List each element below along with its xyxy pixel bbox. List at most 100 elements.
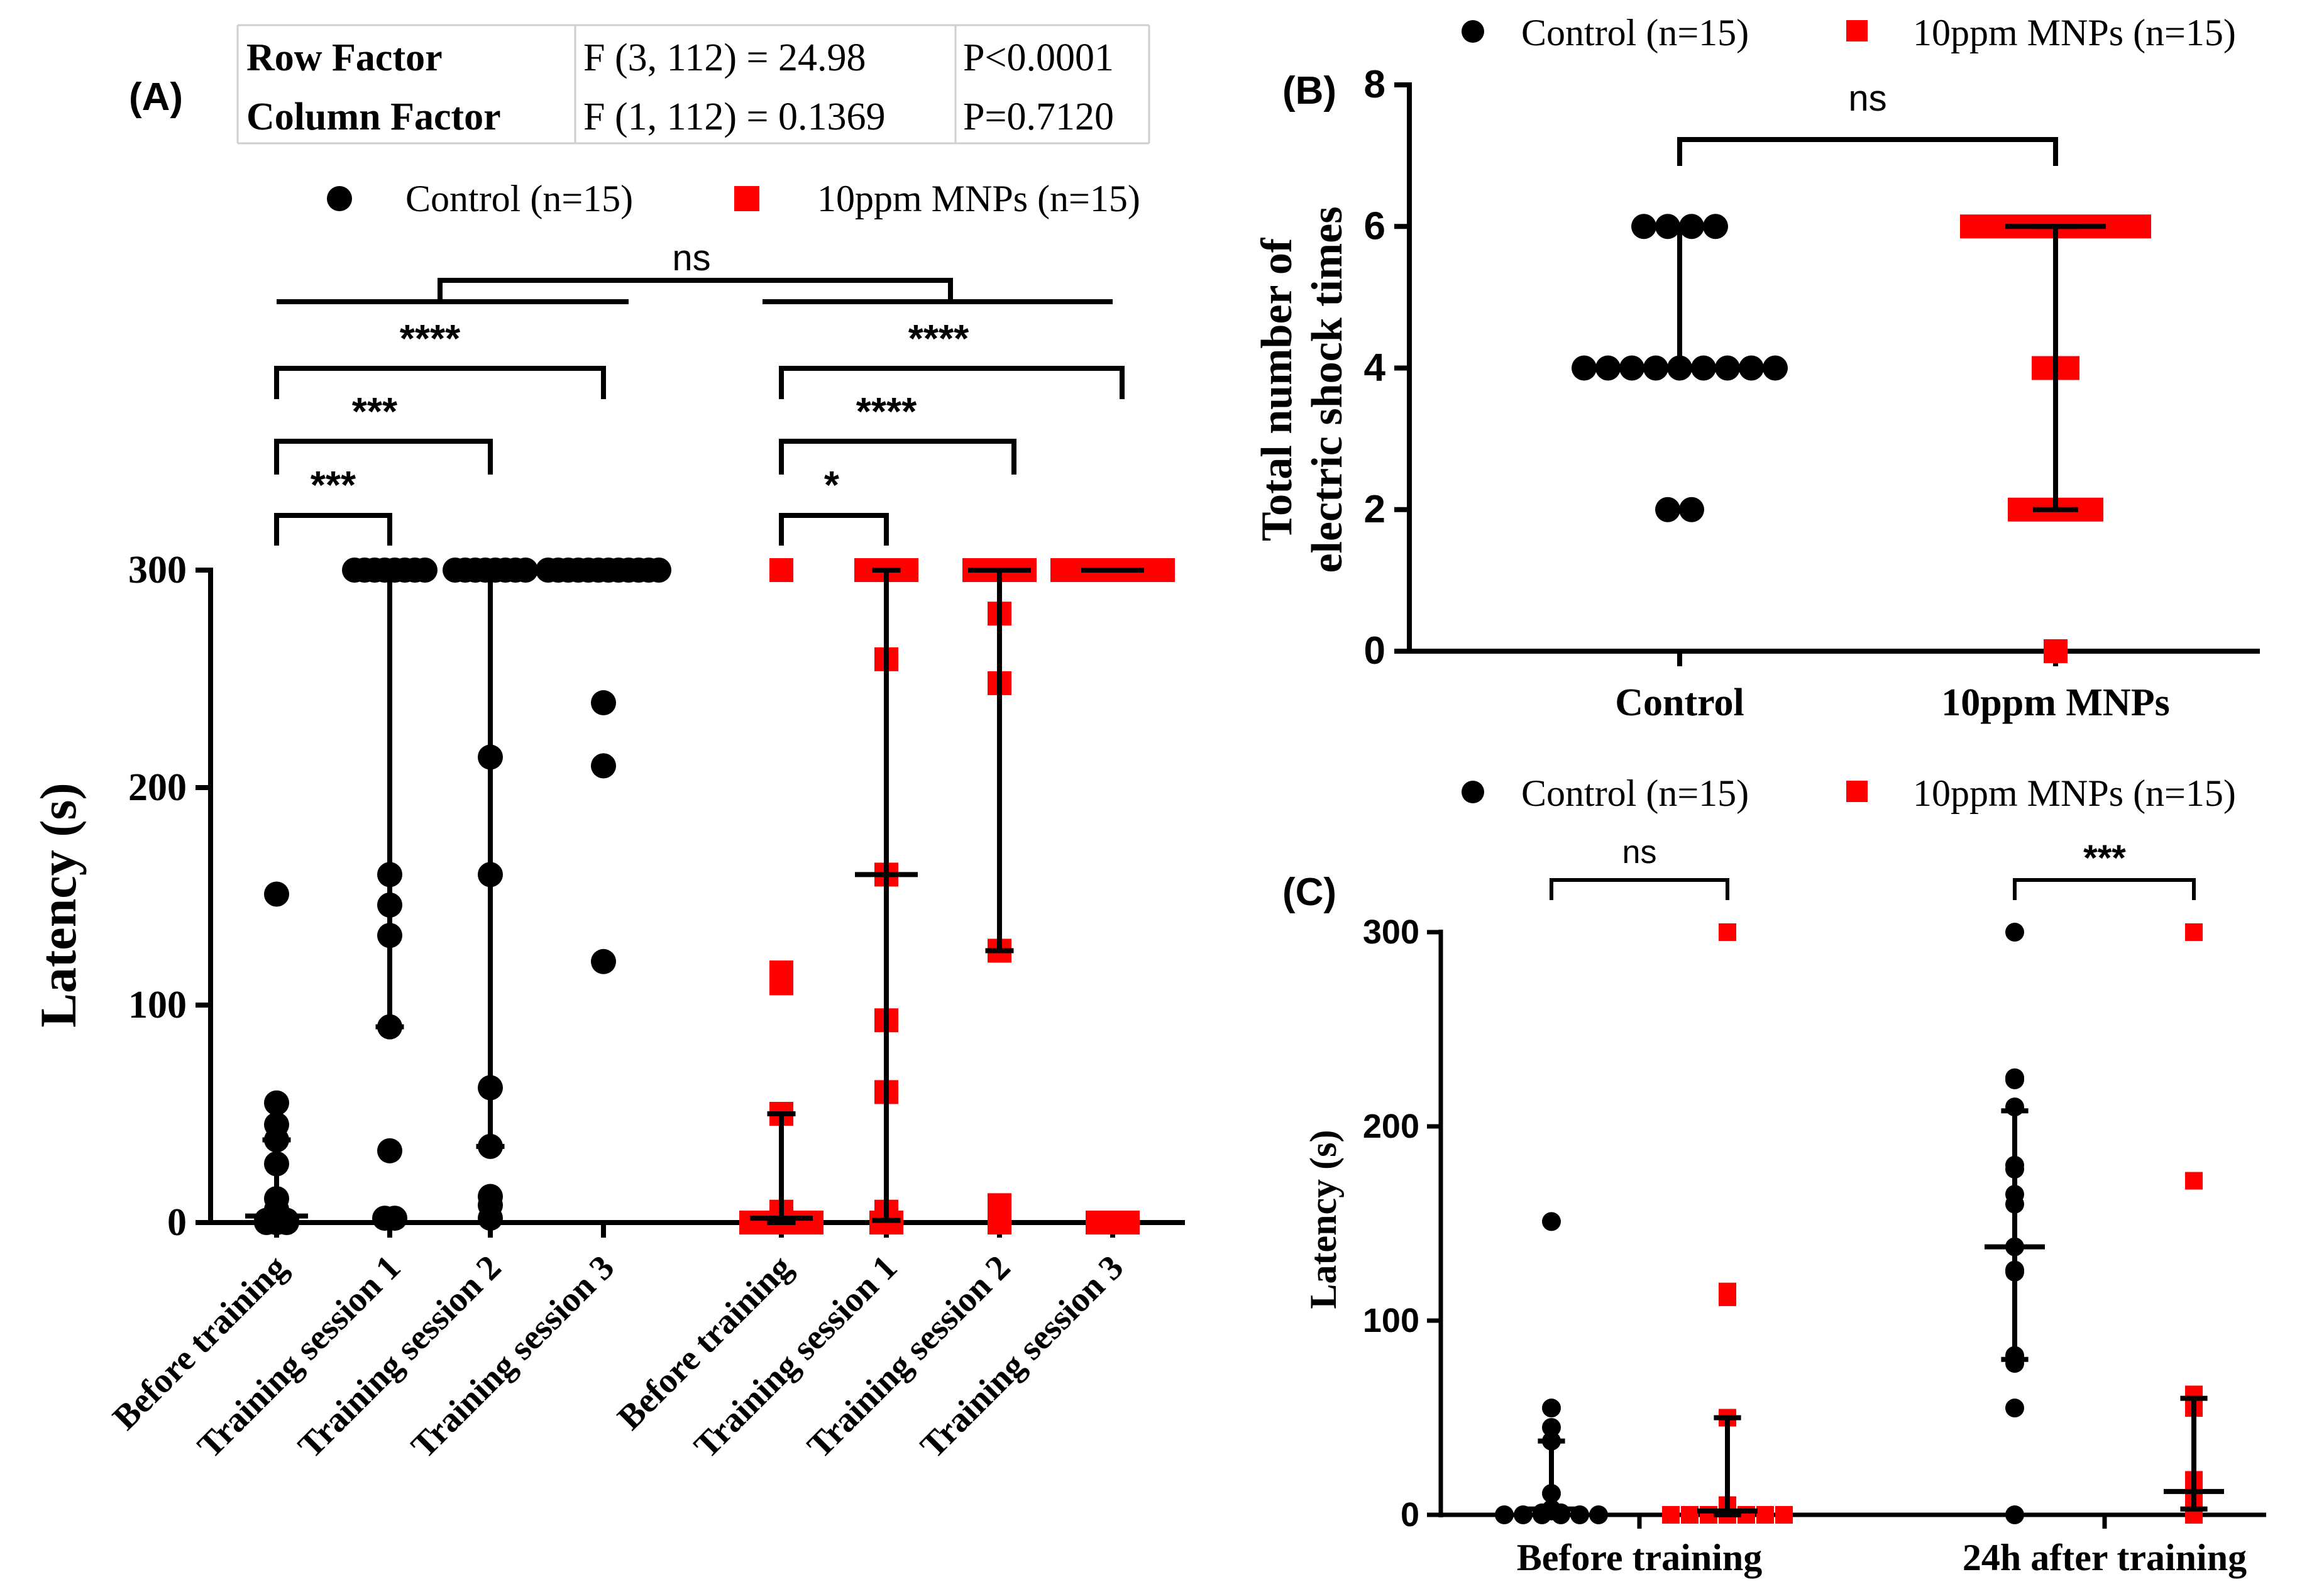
y-tick-label: 2 [1364, 488, 1385, 531]
bracket-label: ns [1848, 78, 1886, 119]
y-tick-label: 300 [128, 549, 187, 591]
panel-a-brackets [274, 278, 1125, 546]
data-point [1542, 1399, 1561, 1418]
y-tick-label: 200 [1363, 1108, 1419, 1145]
panel-c: (C) Control (n=15) 10ppm MNPs (n=15) ns … [1282, 773, 2266, 1578]
stats-table: Row Factor F (3, 112) = 24.98 P<0.0001 C… [236, 24, 1150, 145]
y-axis-title: Latency (s) [30, 783, 87, 1027]
data-point [1739, 355, 1764, 381]
legend-mnp-marker [734, 186, 759, 211]
stats-row-p: P=0.7120 [963, 96, 1114, 138]
x-tick-label: 24h after training [1963, 1537, 2247, 1578]
data-point [800, 1211, 823, 1234]
data-point [2005, 1505, 2024, 1524]
data-point [1719, 923, 1736, 941]
data-point [1662, 1506, 1680, 1524]
y-tick-label: 0 [167, 1201, 187, 1244]
legend-mnp-label: 10ppm MNPs (n=15) [817, 178, 1140, 219]
y-tick-label: 6 [1364, 204, 1385, 248]
data-point [412, 558, 438, 583]
data-point [1116, 1211, 1140, 1234]
y-tick-label: 0 [1364, 629, 1385, 673]
data-point [2185, 1172, 2203, 1190]
y-tick-label: 8 [1364, 63, 1385, 106]
data-point [382, 1206, 407, 1231]
data-point [2044, 639, 2068, 663]
data-point [1775, 1506, 1793, 1524]
data-point [478, 1206, 503, 1231]
panel-b: (B) Control (n=15) 10ppm MNPs (n=15) ns … [1253, 12, 2260, 724]
data-point [1495, 1505, 1514, 1524]
legend-control-marker [1462, 781, 1484, 803]
bracket-label: *** [2083, 838, 2126, 879]
bracket-label: *** [311, 464, 356, 507]
x-tick-label: 10ppm MNPs [1941, 681, 2169, 724]
data-point [591, 753, 616, 779]
legend-control-marker [327, 186, 352, 211]
data-point [591, 948, 616, 974]
legend-mnp-marker [1846, 20, 1868, 41]
data-point [2008, 497, 2032, 522]
bracket [1677, 137, 2058, 166]
data-point [646, 558, 671, 583]
bracket-label: **** [856, 390, 917, 434]
legend-mnp-label: 10ppm MNPs (n=15) [1913, 12, 2236, 53]
stats-row-f: F (3, 112) = 24.98 [583, 36, 866, 79]
data-point [2079, 497, 2103, 522]
y-tick-label: 100 [1363, 1302, 1419, 1339]
data-point [591, 690, 616, 716]
legend-control-label: Control (n=15) [1521, 773, 1749, 814]
data-point [988, 1211, 1011, 1234]
data-point [2032, 356, 2056, 380]
stats-row-p: P<0.0001 [963, 36, 1114, 79]
data-point [1719, 1288, 1736, 1306]
panel-a-label: (A) [129, 75, 183, 119]
data-point [1679, 497, 1704, 522]
data-point [1572, 355, 1597, 381]
y-tick-label: 100 [128, 984, 187, 1026]
data-point [1681, 1506, 1699, 1524]
bracket-label: *** [352, 390, 398, 434]
panel-b-label: (B) [1282, 69, 1336, 113]
legend-control-label: Control (n=15) [1521, 12, 1749, 53]
bracket-label: ns [672, 238, 710, 278]
panel-b-legend: Control (n=15) 10ppm MNPs (n=15) [1462, 12, 2236, 53]
bracket-label: **** [400, 317, 461, 361]
y-axis-title: Total number ofelectric shock times [1253, 206, 1352, 573]
y-axis-title-line: electric shock times [1303, 206, 1352, 573]
y-tick-label: 4 [1364, 346, 1386, 390]
data-point [2103, 214, 2127, 239]
panel-c-legend: Control (n=15) 10ppm MNPs (n=15) [1462, 773, 2236, 814]
data-point [1589, 1505, 1608, 1524]
chart-b: 0 2 4 6 8 Control 10ppm MNPs Total number ofele… [1253, 63, 2260, 724]
data-point [513, 558, 538, 583]
stats-row-f: F (1, 112) = 0.1369 [583, 96, 885, 138]
panel-a-legend: Control (n=15) 10ppm MNPs (n=15) [327, 178, 1140, 219]
data-point [2005, 1399, 2024, 1418]
data-point [769, 558, 793, 582]
panel-c-brackets [1550, 878, 2196, 900]
data-point [1151, 558, 1175, 582]
legend-mnp-marker [1846, 781, 1868, 802]
y-tick-label: 300 [1363, 913, 1419, 951]
legend-control-label: Control (n=15) [405, 178, 633, 219]
bracket-label: ns [1622, 834, 1657, 871]
data-point [1542, 1417, 1561, 1437]
data-point [2127, 214, 2151, 239]
legend-control-marker [1462, 20, 1484, 43]
data-point [264, 881, 289, 907]
data-point [2005, 923, 2024, 942]
data-point [1631, 214, 1656, 239]
panel-c-label: (C) [1282, 871, 1336, 914]
x-tick-label: Before training [1517, 1537, 1763, 1578]
data-point [264, 1090, 289, 1116]
x-tick-label: Control [1615, 681, 1744, 724]
data-point [1703, 214, 1728, 239]
data-point [1960, 214, 1984, 239]
bracket-label: **** [908, 317, 969, 361]
stats-row-label: Column Factor [246, 96, 501, 138]
y-axis-title: Latency (s) [1302, 1130, 1344, 1309]
y-tick-label: 0 [1401, 1496, 1419, 1534]
chart-c: 0 100 200 300 Before training 24h after train… [1302, 913, 2266, 1578]
